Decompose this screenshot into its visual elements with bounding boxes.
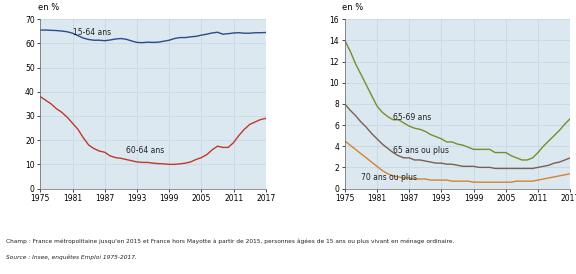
- Text: en %: en %: [38, 3, 59, 12]
- Text: 70 ans ou plus: 70 ans ou plus: [361, 173, 417, 182]
- Text: 60-64 ans: 60-64 ans: [126, 147, 165, 155]
- Text: en %: en %: [343, 3, 363, 12]
- Text: Champ : France métropolitaine jusqu'en 2015 et France hors Mayotte à partir de 2: Champ : France métropolitaine jusqu'en 2…: [6, 238, 454, 244]
- Text: Source : Insee, enquêtes Emploi 1975-2017.: Source : Insee, enquêtes Emploi 1975-201…: [6, 255, 137, 260]
- Text: 65-69 ans: 65-69 ans: [393, 113, 431, 122]
- Text: 15-64 ans: 15-64 ans: [73, 28, 111, 37]
- Text: 65 ans ou plus: 65 ans ou plus: [393, 145, 449, 155]
